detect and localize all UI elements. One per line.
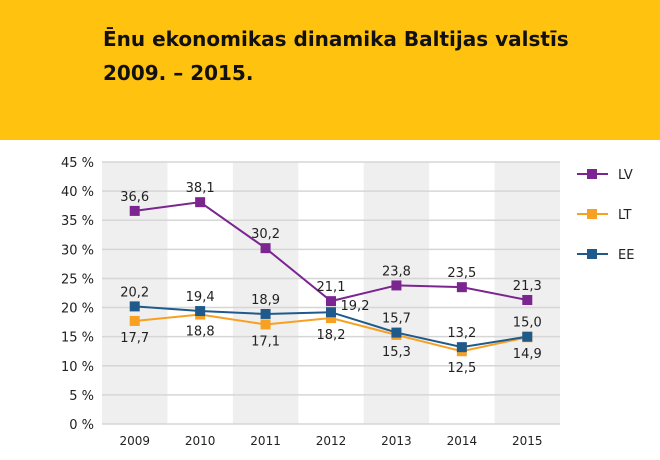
marker-EE: [260, 308, 271, 319]
data-label-LV: 23,5: [447, 266, 476, 281]
marker-LV: [129, 205, 140, 216]
band-2011: [232, 162, 299, 424]
marker-EE: [391, 327, 402, 338]
legend-marker-LT: [587, 209, 597, 219]
data-label-LT: 18,2: [317, 328, 346, 343]
x-tick-label: 2013: [381, 434, 412, 448]
chart-title: Ēnu ekonomikas dinamika Baltijas valstīs…: [103, 22, 569, 90]
y-tick-label: 10 %: [61, 360, 94, 375]
data-label-LT: 17,7: [120, 331, 149, 346]
marker-LV: [195, 197, 206, 208]
marker-LV: [456, 282, 467, 293]
title-line-1: Ēnu ekonomikas dinamika Baltijas valstīs: [103, 27, 569, 51]
data-label-LT: 15,3: [382, 345, 411, 360]
marker-LV: [391, 280, 402, 291]
data-label-LV: 21,3: [513, 279, 542, 294]
y-tick-label: 5 %: [69, 389, 94, 404]
marker-LV: [260, 243, 271, 254]
data-label-LT: 18,8: [186, 325, 215, 340]
x-tick-label: 2014: [447, 434, 478, 448]
legend-marker-EE: [587, 249, 597, 259]
marker-EE: [522, 331, 533, 342]
y-tick-label: 20 %: [61, 302, 94, 317]
x-tick-label: 2015: [512, 434, 543, 448]
legend-label-LV: LV: [618, 168, 633, 183]
data-label-LT: 17,1: [251, 334, 280, 349]
legend-label-LT: LT: [618, 208, 631, 223]
header-banner: Ēnu ekonomikas dinamika Baltijas valstīs…: [0, 0, 660, 140]
x-tick-label: 2009: [119, 434, 150, 448]
marker-EE: [456, 342, 467, 353]
x-tick-label: 2010: [185, 434, 216, 448]
band-2015: [494, 162, 560, 424]
marker-EE: [195, 306, 206, 317]
band-2013: [363, 162, 430, 424]
data-label-EE: 13,2: [447, 326, 476, 341]
legend-label-EE: EE: [618, 248, 634, 263]
data-label-EE: 15,0: [513, 316, 542, 331]
y-tick-label: 30 %: [61, 243, 94, 258]
marker-LV: [326, 296, 336, 307]
data-label-LV: 38,1: [186, 181, 215, 196]
data-label-LV: 36,6: [120, 190, 149, 205]
data-label-EE: 20,2: [120, 285, 149, 300]
y-tick-label: 35 %: [61, 214, 94, 229]
data-label-EE: 19,2: [341, 299, 370, 314]
x-tick-label: 2012: [316, 434, 347, 448]
marker-EE: [129, 301, 140, 312]
y-tick-label: 45 %: [61, 156, 94, 171]
y-tick-label: 15 %: [61, 331, 94, 346]
marker-EE: [326, 307, 336, 318]
y-tick-label: 25 %: [61, 272, 94, 287]
marker-LT: [260, 319, 271, 330]
data-label-LV: 30,2: [251, 227, 280, 242]
data-label-EE: 15,7: [382, 312, 411, 327]
data-label-LT: 12,5: [447, 361, 476, 376]
y-tick-label: 0 %: [69, 418, 94, 433]
band-2009: [102, 162, 168, 424]
marker-LT: [326, 313, 336, 324]
title-line-2: 2009. – 2015.: [103, 61, 254, 85]
data-label-LV: 23,8: [382, 264, 411, 279]
legend-marker-LV: [587, 169, 597, 179]
data-label-EE: 19,4: [186, 290, 215, 305]
data-label-LT: 14,9: [513, 347, 542, 362]
data-label-LV: 21,1: [317, 280, 346, 295]
marker-LV: [522, 294, 533, 305]
x-tick-label: 2011: [250, 434, 281, 448]
marker-LT: [129, 315, 140, 326]
data-label-EE: 18,9: [251, 293, 280, 308]
y-tick-label: 40 %: [61, 185, 94, 200]
